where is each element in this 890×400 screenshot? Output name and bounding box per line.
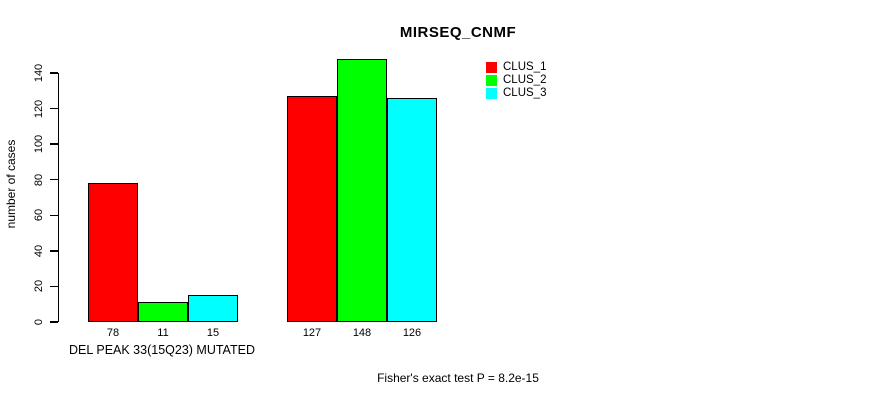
y-axis-tick	[50, 143, 58, 145]
chart-title: MIRSEQ_CNMF	[399, 24, 517, 41]
y-axis-tick	[50, 72, 58, 74]
bar-clus_2-group1	[138, 302, 188, 322]
y-tick-label: 0	[33, 318, 45, 326]
bar-clus_3-group1	[188, 295, 238, 322]
y-axis-tick	[50, 285, 58, 288]
legend-label: CLUS_3	[503, 87, 547, 99]
bar-value-label: 15	[206, 327, 220, 339]
bar-clus_1-group1	[88, 183, 138, 322]
bar-value-label: 11	[157, 327, 169, 339]
legend-item-clus_3: CLUS_3	[486, 87, 546, 100]
legend-swatch-icon	[486, 75, 497, 86]
y-tick-label: 20	[33, 280, 45, 293]
bar-value-label: 78	[106, 327, 120, 339]
legend: CLUS_1 CLUS_2 CLUS_3	[486, 61, 546, 100]
legend-item-clus_2: CLUS_2	[486, 74, 546, 87]
y-axis-line	[57, 73, 59, 322]
legend-swatch-icon	[486, 62, 497, 73]
bar-clus_3-group2	[387, 97, 437, 322]
y-axis-tick	[50, 250, 58, 252]
y-tick-label: 140	[33, 63, 45, 83]
y-axis-tick	[50, 214, 58, 217]
y-tick-label: 120	[33, 99, 45, 118]
y-axis-tick	[50, 321, 58, 323]
bar-value-label: 127	[302, 327, 322, 339]
y-axis-tick	[50, 107, 58, 110]
y-tick-label: 60	[33, 209, 45, 222]
y-tick-label: 40	[33, 244, 45, 257]
legend-swatch-icon	[486, 88, 497, 99]
bar-clus_2-group2	[337, 58, 387, 322]
legend-item-clus_1: CLUS_1	[486, 61, 546, 74]
bar-value-label: 148	[352, 327, 372, 339]
fisher-test-annotation: Fisher's exact test P = 8.2e-15	[377, 371, 539, 385]
y-tick-label: 80	[33, 173, 45, 186]
bar-clus_1-group2	[287, 96, 337, 322]
legend-label: CLUS_2	[503, 74, 547, 86]
y-axis-tick	[50, 178, 58, 181]
bar-value-label: 126	[402, 327, 422, 339]
x-axis-label: DEL PEAK 33(15Q23) MUTATED	[69, 343, 255, 357]
legend-label: CLUS_1	[503, 61, 547, 73]
y-tick-label: 100	[33, 134, 45, 154]
